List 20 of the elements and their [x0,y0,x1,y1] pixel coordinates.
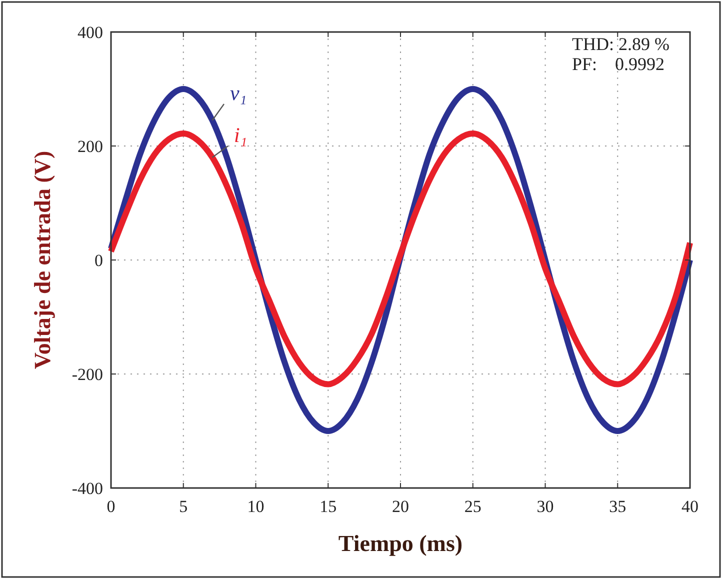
y-tick-label: -400 [72,478,103,498]
x-tick-label: 35 [609,497,626,516]
y-tick-label: 200 [78,136,103,156]
x-tick-label: 10 [247,497,264,516]
series-label: i₁ [234,123,248,147]
annotation: THD: 2.89 % [572,34,670,54]
y-tick-label: 0 [94,250,103,270]
y-tick-label: -200 [72,364,103,384]
x-tick-label: 25 [464,497,482,516]
x-tick-label: 5 [179,497,188,516]
x-tick-label: 0 [106,497,116,516]
annotation: PF: 0.9992 [572,54,665,74]
y-tick-label: 400 [78,22,103,42]
x-tick-label: 20 [392,497,409,516]
x-axis-title: Tiempo (ms) [338,531,463,556]
y-axis-title: Voltaje de entrada (V) [30,150,55,370]
x-tick-label: 40 [682,497,698,516]
series-label: v₁ [230,81,247,105]
x-tick-label: 15 [320,497,337,516]
x-tick-label: 30 [536,497,554,516]
